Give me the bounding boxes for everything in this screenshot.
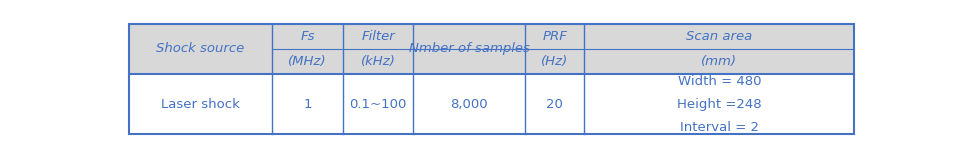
Text: (MHz): (MHz) bbox=[289, 55, 327, 68]
Text: (kHz): (kHz) bbox=[361, 55, 395, 68]
Bar bbox=[129, 74, 854, 134]
Text: 8,000: 8,000 bbox=[451, 98, 488, 111]
Text: Laser shock: Laser shock bbox=[161, 98, 240, 111]
Text: Fs: Fs bbox=[300, 30, 315, 43]
Text: Nmber of samples: Nmber of samples bbox=[409, 42, 529, 55]
Text: 1: 1 bbox=[303, 98, 312, 111]
Text: PRF: PRF bbox=[542, 30, 567, 43]
Text: (Hz): (Hz) bbox=[541, 55, 569, 68]
Text: (mm): (mm) bbox=[701, 55, 737, 68]
Text: 0.1~100: 0.1~100 bbox=[349, 98, 407, 111]
Text: 20: 20 bbox=[547, 98, 563, 111]
Text: Shock source: Shock source bbox=[156, 42, 245, 55]
Bar bbox=[129, 24, 854, 74]
Text: Width = 480
Height =248
Interval = 2: Width = 480 Height =248 Interval = 2 bbox=[677, 75, 761, 134]
Text: Scan area: Scan area bbox=[686, 30, 753, 43]
Text: Filter: Filter bbox=[362, 30, 395, 43]
